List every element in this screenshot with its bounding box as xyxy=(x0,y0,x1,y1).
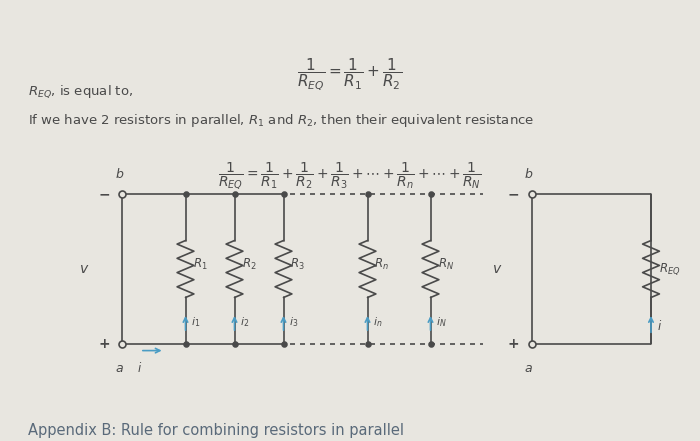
Text: −: − xyxy=(508,187,519,201)
Text: $R_{EQ}$, is equal to,: $R_{EQ}$, is equal to, xyxy=(28,84,133,101)
Text: $i_3$: $i_3$ xyxy=(289,315,298,329)
Text: $R_3$: $R_3$ xyxy=(290,257,305,272)
Text: a: a xyxy=(525,362,532,375)
Text: $i_n$: $i_n$ xyxy=(373,315,383,329)
Text: Appendix B: Rule for combining resistors in parallel: Appendix B: Rule for combining resistors… xyxy=(28,423,404,438)
Text: $i_1$: $i_1$ xyxy=(191,315,200,329)
Text: $R_N$: $R_N$ xyxy=(438,257,454,272)
Text: +: + xyxy=(508,337,519,351)
Text: i: i xyxy=(658,320,662,333)
Text: b: b xyxy=(115,168,123,180)
Text: a: a xyxy=(116,362,122,375)
Text: i: i xyxy=(138,362,141,375)
Text: If we have 2 resistors in parallel, $R_1$ and $R_2$, then their equivalent resis: If we have 2 resistors in parallel, $R_1… xyxy=(28,112,534,130)
Text: +: + xyxy=(98,337,110,351)
Text: $\dfrac{1}{R_{EQ}} = \dfrac{1}{R_1} + \dfrac{1}{R_2} + \dfrac{1}{R_3} + \cdots +: $\dfrac{1}{R_{EQ}} = \dfrac{1}{R_1} + \d… xyxy=(218,161,482,192)
Text: −: − xyxy=(98,187,110,201)
Text: v: v xyxy=(80,262,88,276)
Text: $R_1$: $R_1$ xyxy=(193,257,207,272)
Text: $R_n$: $R_n$ xyxy=(374,257,389,272)
Text: $R_2$: $R_2$ xyxy=(241,257,256,272)
Text: $\dfrac{1}{R_{EQ}} = \dfrac{1}{R_1} + \dfrac{1}{R_2}$: $\dfrac{1}{R_{EQ}} = \dfrac{1}{R_1} + \d… xyxy=(298,57,402,93)
Text: $i_N$: $i_N$ xyxy=(436,315,447,329)
Text: $R_{EQ}$: $R_{EQ}$ xyxy=(659,261,681,277)
Text: b: b xyxy=(524,168,533,180)
Text: $i_2$: $i_2$ xyxy=(240,315,249,329)
Text: v: v xyxy=(493,262,501,276)
